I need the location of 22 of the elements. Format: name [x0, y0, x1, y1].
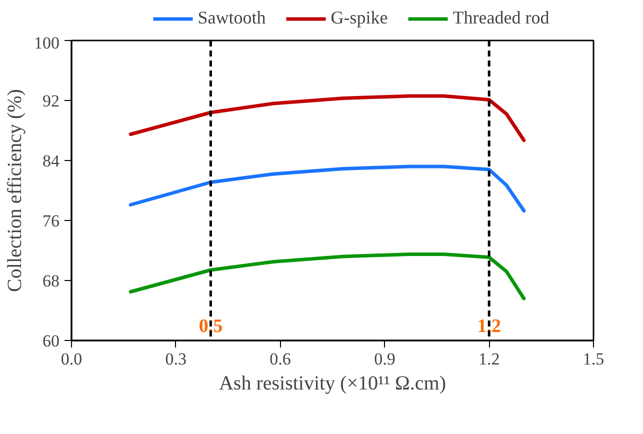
y-tick-label: 100 — [34, 34, 60, 52]
x-tick-label: 0.3 — [165, 350, 187, 368]
line-series — [128, 94, 526, 142]
legend-label: Sawtooth — [198, 8, 266, 28]
x-tick-label: 0.0 — [60, 350, 82, 368]
y-tick-label: 68 — [42, 272, 60, 290]
legend-label: Threaded rod — [452, 8, 550, 28]
legend-label: G-spike — [330, 8, 388, 28]
y-axis-title: Collection efficiency (%) — [4, 89, 26, 292]
x-tick-label: 0.9 — [374, 350, 396, 368]
annotation: 0.5 — [198, 316, 223, 337]
y-tick-label: 84 — [42, 152, 60, 170]
annotation: 1.2 — [477, 316, 501, 337]
x-axis-title: Ash resistivity (×10¹¹ Ω.cm) — [219, 372, 446, 394]
x-tick-label: 1.2 — [478, 350, 500, 368]
y-tick-label: 76 — [42, 212, 60, 230]
line-series — [128, 252, 526, 300]
x-tick-label: 1.5 — [582, 350, 604, 368]
y-tick-label: 60 — [42, 332, 60, 350]
x-tick-label: 0.6 — [270, 350, 291, 368]
line-series — [128, 164, 526, 212]
y-tick-label: 92 — [42, 92, 60, 110]
